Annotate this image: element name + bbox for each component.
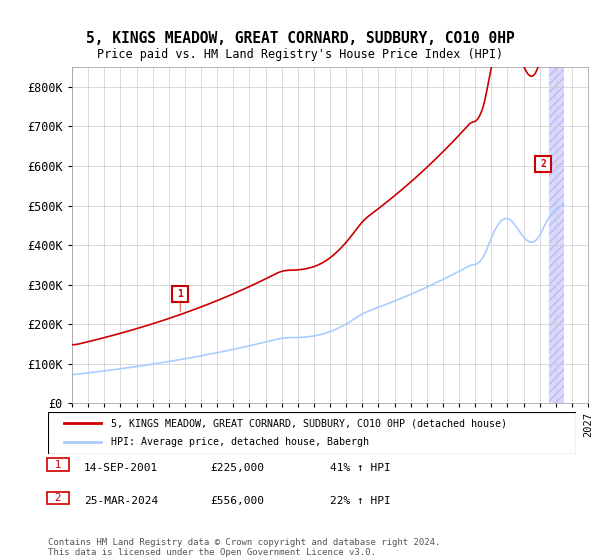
Text: 14-SEP-2001: 14-SEP-2001 — [84, 463, 158, 473]
Text: HPI: Average price, detached house, Babergh: HPI: Average price, detached house, Babe… — [112, 437, 370, 447]
Text: £556,000: £556,000 — [210, 496, 264, 506]
Text: 1: 1 — [177, 290, 183, 300]
Text: 5, KINGS MEADOW, GREAT CORNARD, SUDBURY, CO10 0HP: 5, KINGS MEADOW, GREAT CORNARD, SUDBURY,… — [86, 31, 514, 46]
Text: 25-MAR-2024: 25-MAR-2024 — [84, 496, 158, 506]
Text: 41% ↑ HPI: 41% ↑ HPI — [330, 463, 391, 473]
Text: Contains HM Land Registry data © Crown copyright and database right 2024.
This d: Contains HM Land Registry data © Crown c… — [48, 538, 440, 557]
FancyBboxPatch shape — [48, 412, 576, 454]
Text: 1: 1 — [48, 460, 68, 470]
Text: £225,000: £225,000 — [210, 463, 264, 473]
Text: 22% ↑ HPI: 22% ↑ HPI — [330, 496, 391, 506]
Text: 5, KINGS MEADOW, GREAT CORNARD, SUDBURY, CO10 0HP (detached house): 5, KINGS MEADOW, GREAT CORNARD, SUDBURY,… — [112, 418, 508, 428]
Text: 2: 2 — [48, 493, 68, 503]
Text: Price paid vs. HM Land Registry's House Price Index (HPI): Price paid vs. HM Land Registry's House … — [97, 48, 503, 60]
Text: 2: 2 — [541, 158, 546, 169]
